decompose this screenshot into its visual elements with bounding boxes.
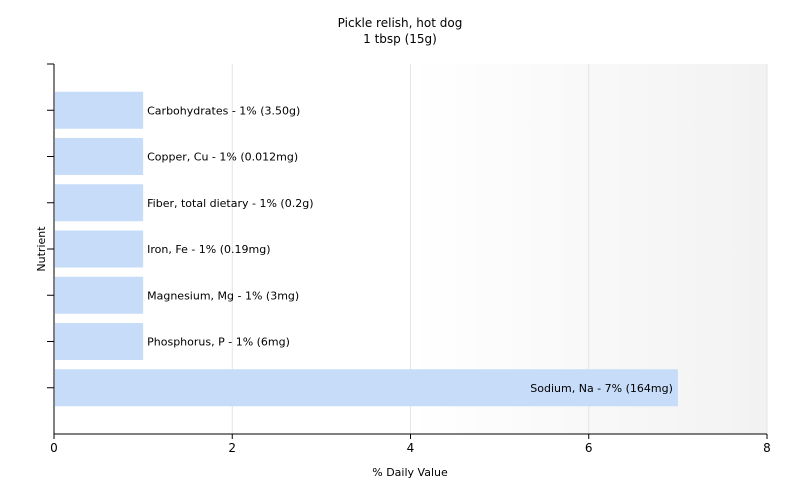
x-tick-label: 6 [585, 441, 593, 455]
x-tick-label: 2 [228, 441, 236, 455]
chart-title: Pickle relish, hot dog [337, 16, 463, 30]
bar-label: Magnesium, Mg - 1% (3mg) [147, 289, 299, 302]
bar-label: Sodium, Na - 7% (164mg) [530, 382, 673, 395]
x-tick-label: 8 [763, 441, 771, 455]
chart-subtitle: 1 tbsp (15g) [363, 32, 437, 46]
x-tick-label: 0 [50, 441, 58, 455]
bar [55, 323, 144, 360]
x-axis-label: % Daily Value [372, 466, 448, 479]
bar [55, 276, 144, 314]
bar [55, 184, 144, 222]
bar-label: Phosphorus, P - 1% (6mg) [147, 336, 290, 349]
bar [55, 369, 678, 407]
bar-label: Iron, Fe - 1% (0.19mg) [147, 243, 270, 256]
x-tick-label: 4 [407, 441, 415, 455]
bar-label: Copper, Cu - 1% (0.012mg) [147, 151, 298, 164]
y-axis-label: Nutrient [35, 226, 48, 272]
bar [55, 230, 144, 268]
bar-label: Carbohydrates - 1% (3.50g) [147, 104, 300, 117]
bar-label: Fiber, total dietary - 1% (0.2g) [147, 197, 313, 210]
bar [55, 91, 144, 129]
chart-title-block: Pickle relish, hot dog 1 tbsp (15g) [0, 15, 800, 47]
bar [55, 138, 144, 175]
